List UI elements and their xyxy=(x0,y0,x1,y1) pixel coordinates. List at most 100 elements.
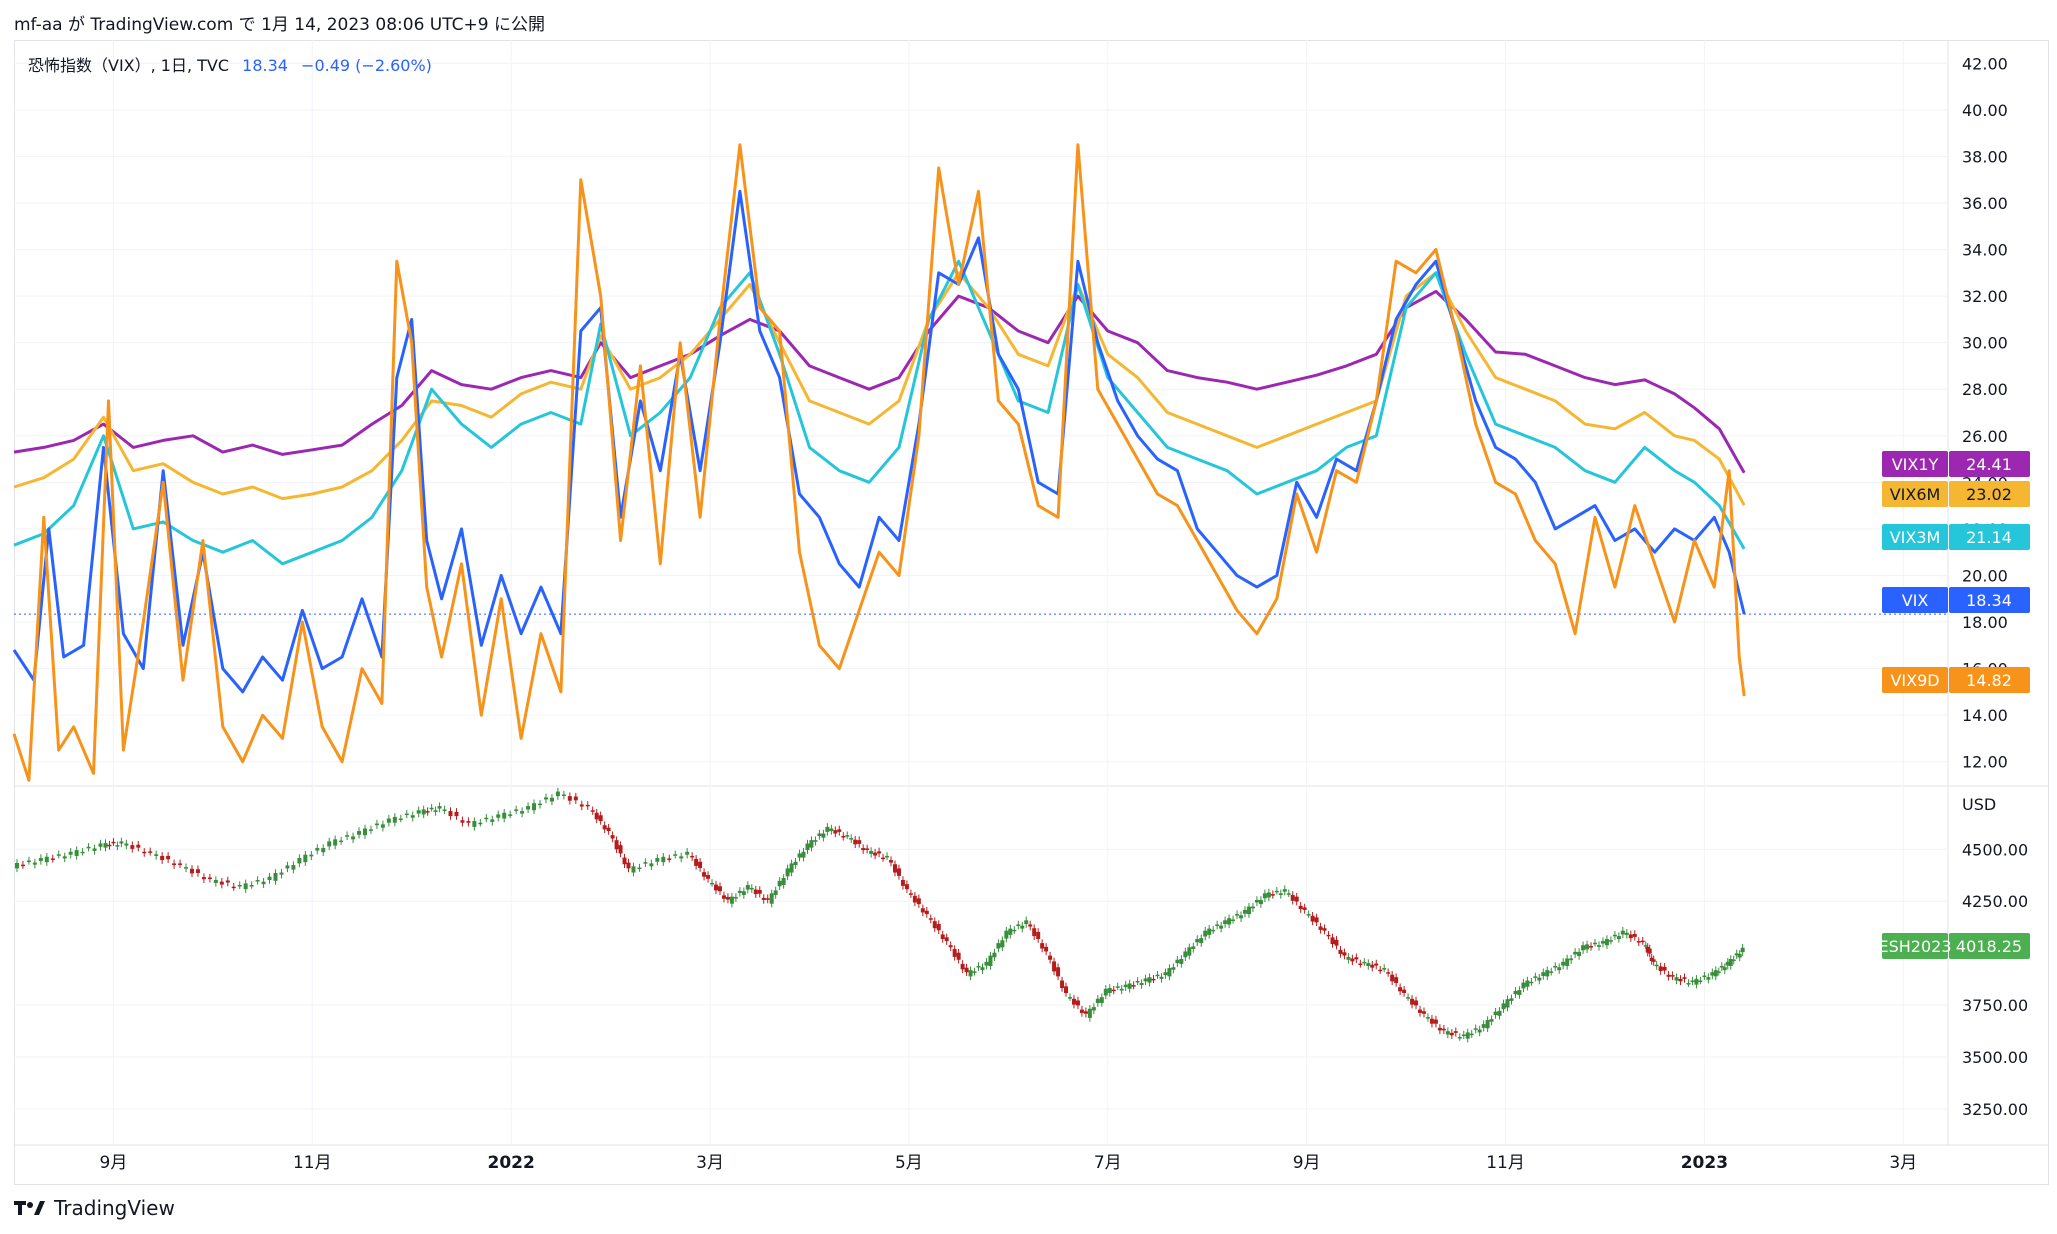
candle-body xyxy=(877,851,882,854)
candle-body xyxy=(637,867,642,870)
candle-body xyxy=(160,855,165,861)
candle-body xyxy=(853,839,858,845)
candle-body xyxy=(1449,1032,1454,1036)
candle-body xyxy=(1734,953,1739,956)
series-line-vix1y xyxy=(13,289,1746,474)
candle-body xyxy=(508,814,513,816)
candle-body xyxy=(380,824,385,828)
candle-body xyxy=(1079,1009,1084,1013)
candle-body xyxy=(714,884,719,891)
candle-body xyxy=(454,811,459,817)
candle-body xyxy=(1067,997,1072,999)
candle-body xyxy=(1290,894,1295,901)
candle-body xyxy=(598,815,603,822)
time-tick-label: 11月 xyxy=(293,1153,332,1173)
candle-body xyxy=(1481,1024,1486,1028)
candle-body xyxy=(1227,918,1232,925)
candle-body xyxy=(219,881,224,885)
grid-lines xyxy=(14,40,2049,1146)
candle-body xyxy=(425,811,430,813)
candle-body xyxy=(1151,978,1156,981)
candle-body xyxy=(472,821,477,827)
candle-body xyxy=(1302,907,1307,910)
candle-body xyxy=(737,890,742,893)
candle-body xyxy=(1282,889,1287,892)
candle-body xyxy=(797,853,802,858)
price-tag-vix1y: VIX1Y 24.41 xyxy=(1882,451,2030,477)
legend-value: 18.34 xyxy=(242,56,288,75)
candle-body xyxy=(920,908,925,913)
candle-body xyxy=(363,828,368,836)
candle-body xyxy=(1386,972,1391,974)
candle-body xyxy=(940,934,945,939)
candle-body xyxy=(1044,946,1049,952)
candle-body xyxy=(717,886,722,892)
candle-body xyxy=(849,838,854,840)
tag-name-bg xyxy=(1882,481,1948,507)
candle-body xyxy=(841,836,846,838)
candle-body xyxy=(1465,1032,1470,1039)
candle-body xyxy=(309,854,314,857)
candle-body xyxy=(20,864,25,867)
candle-body xyxy=(1207,928,1212,935)
candle-body xyxy=(490,819,495,822)
candle-body xyxy=(749,887,754,890)
candle-body xyxy=(1036,931,1041,939)
price-tick-label: 14.00 xyxy=(1962,706,2008,725)
candle-body xyxy=(1199,938,1204,944)
candle-body xyxy=(249,885,254,887)
candle-body xyxy=(421,809,426,815)
candle-body xyxy=(333,839,338,846)
candle-body xyxy=(1710,972,1715,976)
candle-body xyxy=(710,882,715,885)
candle-body xyxy=(213,880,218,883)
candle-body xyxy=(1155,974,1160,977)
candle-body xyxy=(1722,967,1727,971)
brand-footer[interactable]: TradingView xyxy=(14,1196,175,1220)
tag-series-name: ESH2023 xyxy=(1878,937,1951,956)
candle-body xyxy=(1020,925,1025,929)
time-tick-label: 11月 xyxy=(1486,1153,1525,1173)
price-tick-label: 38.00 xyxy=(1962,147,2008,166)
candle-body xyxy=(805,843,810,851)
candle-body xyxy=(885,855,890,858)
candle-body xyxy=(1694,978,1699,985)
candle-body xyxy=(74,850,79,856)
candle-body xyxy=(1620,930,1625,935)
candle-body xyxy=(769,893,774,904)
candle-body xyxy=(881,857,886,860)
candle-body xyxy=(1298,905,1303,910)
chart-legend[interactable]: 恐怖指数（VIX）, 1日, TVC 18.34 −0.49 (−2.60%) xyxy=(28,52,432,76)
candle-body xyxy=(1698,980,1703,983)
candle-body xyxy=(115,845,120,847)
candle-body xyxy=(1674,977,1679,981)
candle-body xyxy=(1654,964,1659,967)
candle-body xyxy=(1052,961,1057,972)
candle-body xyxy=(1473,1028,1478,1030)
candle-body xyxy=(478,822,483,825)
candle-body xyxy=(1682,977,1687,979)
candle-body xyxy=(1557,967,1562,971)
candle-body xyxy=(514,809,519,811)
candle-body xyxy=(1211,929,1216,932)
candle-body xyxy=(622,857,627,865)
candle-body xyxy=(1728,959,1733,966)
candle-body xyxy=(1131,985,1136,987)
price-tick-label: 3250.00 xyxy=(1962,1100,2028,1119)
price-tick-label: 28.00 xyxy=(1962,380,2008,399)
candle-body xyxy=(207,877,212,880)
price-axis: 42.00 40.00 38.00 36.00 34.00 32.00 30.00 28.00… xyxy=(1962,54,2028,1119)
candle-body xyxy=(1740,947,1745,953)
candle-body xyxy=(944,937,949,942)
price-tick-label: 42.00 xyxy=(1962,54,2008,73)
candle-body xyxy=(801,851,806,858)
candle-body xyxy=(1731,959,1736,962)
candle-body xyxy=(201,877,206,880)
candle-body xyxy=(1354,957,1359,960)
price-tag-vix9d: VIX9D 14.82 xyxy=(1882,667,2030,693)
candle-body xyxy=(14,862,19,869)
candle-body xyxy=(590,810,595,812)
candle-body xyxy=(761,897,766,900)
tag-name-bg xyxy=(1882,667,1948,693)
